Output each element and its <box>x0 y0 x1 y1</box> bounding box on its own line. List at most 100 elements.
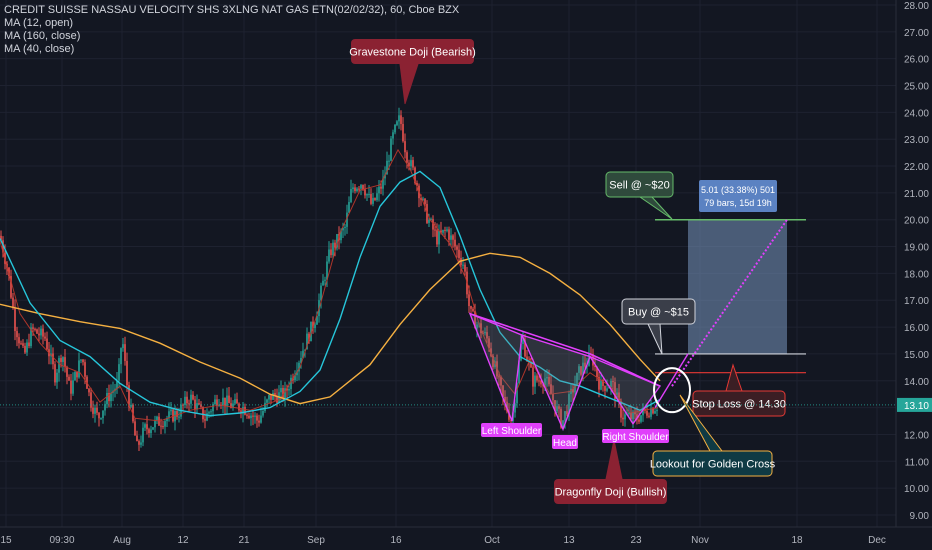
sell-callout-label: Sell @ ~$20 <box>609 180 669 192</box>
candle-body <box>216 399 218 406</box>
candle-body <box>358 188 360 190</box>
ma-line-3 <box>0 170 661 417</box>
candle-body <box>488 338 490 349</box>
candle-body <box>568 394 570 415</box>
candle-body <box>562 420 564 428</box>
symbol-title[interactable]: CREDIT SUISSE NASSAU VELOCITY SHS 3XLNG … <box>4 4 460 16</box>
price-tick-label: 26.00 <box>904 55 929 66</box>
candle-body <box>548 377 550 385</box>
candle-body <box>364 189 366 196</box>
candle-body <box>516 383 518 404</box>
measure-subtext: 79 bars, 15d 19h <box>704 198 772 208</box>
candle-body <box>224 397 226 407</box>
candle-body <box>578 366 580 373</box>
candle-body <box>532 367 534 387</box>
candle-body <box>422 198 424 200</box>
candle-body <box>262 411 264 416</box>
candle-body <box>90 392 92 408</box>
candle-body <box>334 242 336 248</box>
candle-body <box>656 410 658 412</box>
price-tick-label: 28.00 <box>904 1 929 12</box>
candle-body <box>404 141 406 153</box>
candle-body <box>492 355 494 368</box>
candle-body <box>526 356 528 361</box>
candle-body <box>608 387 610 389</box>
price-tick-label: 16.00 <box>904 323 929 334</box>
candle-body <box>116 380 118 389</box>
candle-body <box>426 204 428 223</box>
price-tick-label: 21.00 <box>904 189 929 200</box>
candle-body <box>166 418 168 422</box>
price-axis[interactable]: 9.0010.0011.0012.0013.0014.0015.0016.001… <box>0 0 932 527</box>
time-tick-label: Oct <box>484 535 500 546</box>
candle-body <box>384 174 386 179</box>
projection-line <box>671 219 788 387</box>
candle-body <box>160 425 162 427</box>
candle-body <box>648 415 650 417</box>
candle-body <box>264 402 266 412</box>
candle-body <box>446 229 448 231</box>
cross-callout-box <box>652 450 773 477</box>
price-tick-label: 11.00 <box>905 457 930 468</box>
candle-body <box>168 411 170 419</box>
candle-body <box>400 115 402 124</box>
candle-body <box>260 415 262 423</box>
candle-body <box>198 403 200 405</box>
candle-body <box>444 229 446 231</box>
candle-body <box>286 388 288 391</box>
candle-body <box>420 198 422 200</box>
indicator-ma12[interactable]: MA (12, open) <box>4 17 74 29</box>
candle-body <box>190 394 192 404</box>
time-tick-label: 23 <box>630 535 642 546</box>
candle-body <box>436 230 438 245</box>
time-axis[interactable]: 15 09:30 Aug 12 21 Sep 16 Oct 13 23 Nov 18 Dec <box>0 526 932 550</box>
candle-body <box>368 194 370 196</box>
candle-body <box>288 389 290 391</box>
candle-body <box>624 414 626 420</box>
price-tick-label: 27.00 <box>904 28 929 39</box>
indicator-ma160[interactable]: MA (160, close) <box>4 30 81 42</box>
left-shoulder-tag-label: Left Shoulder <box>482 426 542 437</box>
candle-body <box>408 162 410 167</box>
candle-body <box>472 308 474 312</box>
candle-body <box>432 219 434 230</box>
candle-body <box>646 410 648 416</box>
candle-body <box>10 276 12 298</box>
candle-body <box>612 381 614 383</box>
trade-setup: 5.01 (33.38%) 501 79 bars, 15d 19h <box>653 180 806 414</box>
indicator-ma40[interactable]: MA (40, close) <box>4 43 75 55</box>
candle-body <box>0 235 2 241</box>
candle-body <box>144 424 146 428</box>
candle-body <box>44 336 46 339</box>
candle-body <box>380 186 382 189</box>
candle-body <box>312 321 314 329</box>
candle-body <box>296 371 298 376</box>
candle-body <box>410 160 412 167</box>
candle-body <box>28 342 30 347</box>
price-tick-label: 20.00 <box>904 216 929 227</box>
candle-body <box>352 187 354 190</box>
candle-body <box>214 399 216 405</box>
candle-body <box>56 372 58 383</box>
candle-body <box>210 411 212 413</box>
candle-body <box>340 230 342 241</box>
golden-cross-circle <box>653 367 691 414</box>
candle-body <box>630 412 632 420</box>
candle-body <box>398 115 400 122</box>
candle-body <box>566 411 568 415</box>
candle-body <box>38 333 40 336</box>
price-axis-bg <box>896 0 932 527</box>
candle-body <box>306 333 308 350</box>
candle-body <box>642 408 644 416</box>
candle-body <box>70 380 72 394</box>
candle-body <box>544 378 546 386</box>
pattern-left-shoulder <box>468 312 523 422</box>
candle-body <box>36 329 38 334</box>
candle-body <box>298 362 300 372</box>
candle-body <box>652 408 654 414</box>
candle-body <box>258 420 260 423</box>
candle-body <box>302 350 304 358</box>
candle-body <box>68 376 70 381</box>
candle-body <box>146 424 148 430</box>
